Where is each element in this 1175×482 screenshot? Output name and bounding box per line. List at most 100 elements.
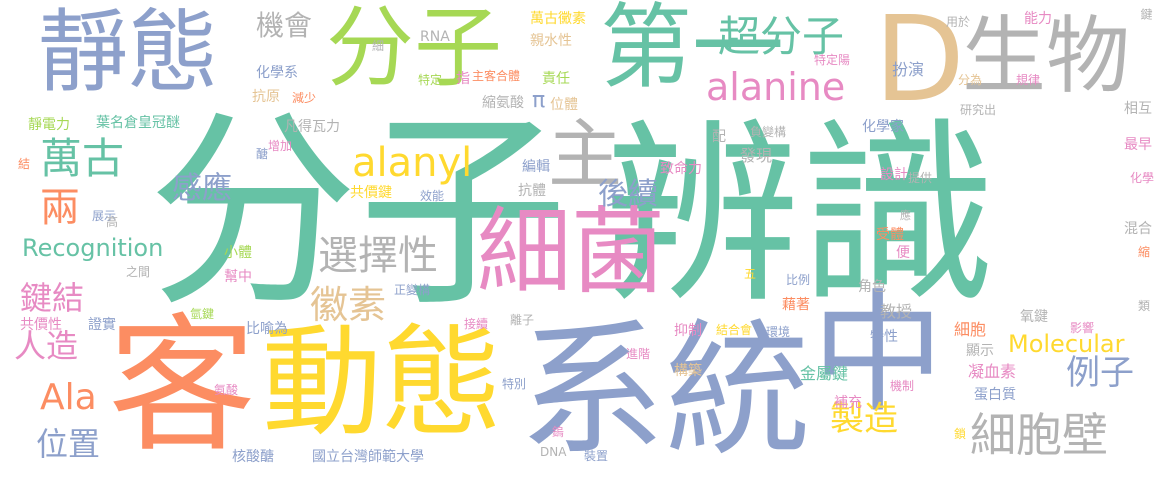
word-jiexu: 接續 (464, 317, 489, 331)
word-huanjing: 環境 (766, 325, 791, 339)
word-bianji: 編輯 (522, 159, 550, 175)
word-zhengbiangou: 正變構 (394, 283, 431, 297)
word-wangu-meisu: 萬古黴素 (530, 11, 586, 27)
word-xuanzexing: 選擇性 (318, 233, 438, 279)
word-gao: 高 (106, 215, 119, 229)
word-suo: 縮 (1138, 245, 1151, 259)
word-pi: π (532, 88, 546, 113)
word-tedingyang: 特定陽 (814, 53, 851, 67)
word-lizi: 例子 (1066, 353, 1134, 393)
word-ningxuesu: 凝血素 (968, 362, 1017, 381)
word-banyan: 扮演 (892, 60, 925, 79)
word-weizhi: 位置 (36, 425, 101, 463)
word-gongjiaxing: 共價性 (20, 317, 62, 333)
word-molecular: Molecular (1008, 330, 1125, 358)
word-bili: 比例 (786, 273, 811, 287)
word-wangu: 萬古 (40, 134, 125, 183)
word-zhuke: 主客合體 (472, 69, 521, 83)
word-biyuwei: 比喻為 (246, 321, 288, 337)
word-yanjiuchu: 研究出 (960, 103, 997, 117)
word-zhanshi: 展示 (92, 209, 117, 223)
word-bian: 便 (896, 245, 910, 261)
word-jianshao: 減少 (292, 91, 317, 105)
word-rna: RNA (420, 29, 450, 45)
word-qingjian: 氫鍵 (190, 307, 215, 321)
word-zhengshi: 證實 (88, 317, 116, 333)
word-shengwu: 生物 (962, 7, 1131, 105)
word-jinshujian: 金屬鍵 (800, 364, 849, 383)
word-fubiangou: 負變構 (750, 125, 787, 139)
word-xibao: 細胞 (954, 320, 987, 339)
word-houxu: 後續 (598, 177, 658, 212)
word-huaxue: 化學 (1130, 171, 1155, 185)
word-jiehehui: 結合會 (716, 323, 753, 337)
word-pei: 配 (712, 129, 726, 145)
word-tebie: 特別 (502, 377, 527, 391)
word-xitong: 系統 (519, 306, 811, 476)
word-fandewali: 凡得瓦力 (284, 119, 340, 135)
word-zhuangzhi: 裝置 (584, 449, 609, 463)
word-lizi-small: 離子 (510, 313, 535, 327)
word-ke: 客 (108, 300, 256, 472)
word-jiezhe: 藉著 (782, 297, 810, 313)
word-chaofenzi: 超分子 (718, 12, 845, 61)
word-yeming: 葉名倉皇冠醚 (96, 115, 180, 131)
word-liang: 兩 (40, 185, 80, 231)
word-zhizao: 製造 (830, 399, 898, 439)
word-wu: 五 (744, 267, 757, 281)
word-hesuantang: 核酸醣 (232, 449, 274, 465)
word-danbaizhi: 蛋白質 (974, 387, 1016, 403)
word-recognition: Recognition (22, 234, 164, 262)
word-nengli: 能力 (1024, 11, 1052, 27)
word-xibaobi: 細胞壁 (970, 408, 1108, 462)
word-jinjie: 進階 (626, 347, 651, 361)
word-huisu: 徽素 (310, 283, 387, 327)
word-yongyu: 用於 (946, 15, 971, 29)
word-zhong: 中 (812, 277, 944, 431)
word-d: D (874, 0, 965, 128)
word-jianjie: 鍵結 (20, 279, 85, 317)
word-shouti: 受體 (876, 227, 904, 243)
word-xijun: 細菌 (477, 198, 666, 307)
word-fenzi-green: 分子 (326, 0, 503, 99)
word-ansuan: 氨酸 (214, 383, 239, 397)
word-teding: 特定 (418, 73, 443, 87)
word-yingxiang: 影響 (1070, 321, 1095, 335)
word-faxian: 發現 (740, 146, 773, 165)
word-jihui: 機會 (256, 9, 313, 42)
word-dna: DNA (540, 445, 567, 459)
word-tang: 醣 (256, 147, 269, 161)
word-kangti: 抗體 (518, 183, 546, 199)
word-suoansuan: 縮氨酸 (482, 95, 524, 111)
word-jiaoshou: 教授 (880, 302, 913, 321)
word-sheji: 設計 (880, 167, 908, 183)
word-huaxuexi: 化學系 (256, 65, 298, 81)
word-jie: 結 (18, 157, 31, 171)
word-ying: 應 (900, 209, 911, 222)
word-jizhi: 機制 (890, 379, 915, 393)
word-alanyl: alanyl (352, 140, 473, 186)
word-bangzhong: 幫中 (224, 269, 252, 285)
word-zhi: 指 (456, 71, 470, 87)
word-xiaoneng: 效能 (420, 189, 445, 203)
word-zeren: 責任 (542, 71, 570, 87)
word-jingtai: 靜態 (38, 0, 218, 105)
word-shida: 國立台灣師範大學 (312, 449, 424, 465)
word-huaxuejia: 化學家 (862, 119, 904, 135)
word-kangyuan: 抗原 (252, 89, 280, 105)
word-jingdianli: 靜電力 (28, 117, 70, 133)
word-ganying: 感應 (172, 171, 232, 206)
word-alanine: alanine (706, 65, 846, 109)
word-qinshuixing: 親水性 (530, 33, 572, 49)
word-guilv: 規律 (1016, 73, 1041, 87)
word-weiti: 位體 (550, 97, 578, 113)
word-zengjia: 增加 (268, 139, 293, 153)
word-hunhe: 混合 (1124, 221, 1152, 237)
word-wu-tungsten: 鎢 (552, 425, 565, 439)
word-ala: Ala (40, 377, 97, 418)
word-goujian: 構築 (674, 363, 702, 379)
word-xi: 細 (372, 39, 385, 53)
word-xianghu: 相互 (1124, 101, 1152, 117)
word-zhiminli: 致命力 (660, 161, 702, 177)
